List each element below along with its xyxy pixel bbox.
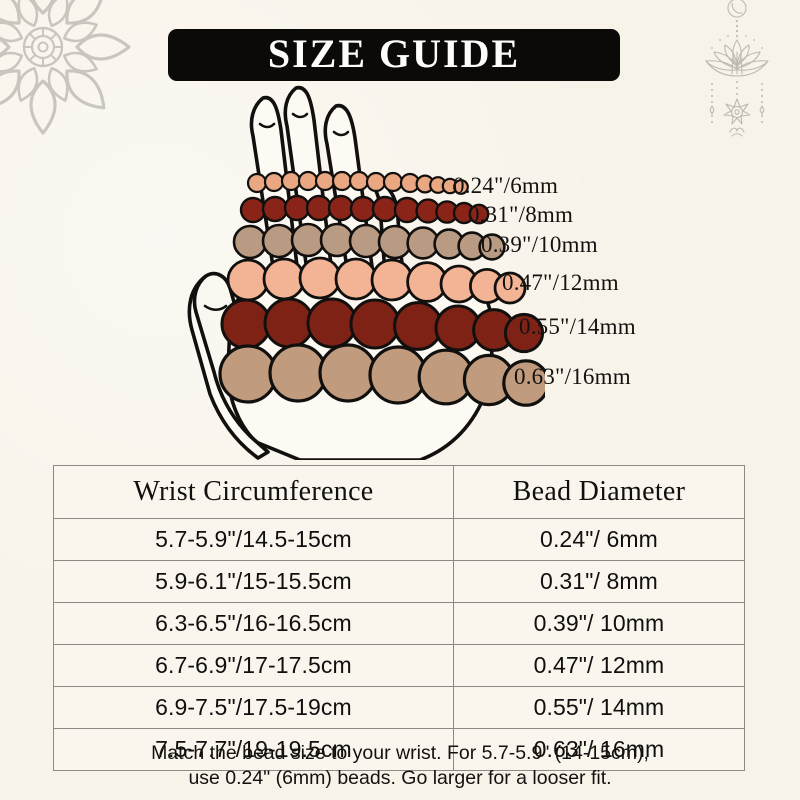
cell-bead: 0.39"/ 10mm [452,602,746,645]
column-header-bead-diameter: Bead Diameter [452,465,746,519]
table-row: 5.9-6.1"/15-15.5cm 0.31"/ 8mm [53,560,746,603]
cell-wrist: 5.7-5.9"/14.5-15cm [53,518,454,561]
bracelet-row-8mm [239,194,490,225]
column-header-wrist-circumference: Wrist Circumference [53,465,454,519]
cell-bead: 0.55"/ 14mm [452,686,746,729]
table-row: 6.7-6.9"/17-17.5cm 0.47"/ 12mm [53,644,746,687]
size-table: Wrist Circumference Bead Diameter 5.7-5.… [53,465,746,771]
table-row: 6.3-6.5"/16-16.5cm 0.39"/ 10mm [53,602,746,645]
cell-wrist: 6.9-7.5"/17.5-19cm [53,686,454,729]
hand-with-bracelets-illustration [187,85,545,460]
footer-note: Match the bead size to your wrist. For 5… [0,741,800,791]
footer-line-1: Match the bead size to your wrist. For 5… [151,742,649,764]
page-title-bar: SIZE GUIDE [168,29,620,81]
page-title: SIZE GUIDE [267,30,521,76]
bracelet-row-6mm [246,170,469,195]
bracelet-row-10mm [232,222,506,261]
cell-bead: 0.31"/ 8mm [452,560,746,603]
bracelet-row-12mm [226,256,527,305]
footer-line-2: use 0.24" (6mm) beads. Go larger for a l… [188,767,612,789]
cell-wrist: 5.9-6.1"/15-15.5cm [53,560,454,603]
table-row: 6.9-7.5"/17.5-19cm 0.55"/ 14mm [53,686,746,729]
cell-bead: 0.63"/ 16mm [452,728,746,771]
table-row: 5.7-5.9"/14.5-15cm 0.24"/ 6mm [53,518,746,561]
cell-bead: 0.24"/ 6mm [452,518,746,561]
bracelet-stack [218,170,545,407]
table-row: 7.5-7.7"/19-19.5cm 0.63"/ 16mm [53,728,746,771]
cell-wrist: 7.5-7.7"/19-19.5cm [53,728,454,771]
cell-wrist: 6.3-6.5"/16-16.5cm [53,602,454,645]
bracelet-row-16mm [218,343,545,407]
bracelet-row-14mm [220,297,545,354]
cell-bead: 0.47"/ 12mm [452,644,746,687]
table-header-row: Wrist Circumference Bead Diameter [53,465,746,519]
cell-wrist: 6.7-6.9"/17-17.5cm [53,644,454,687]
